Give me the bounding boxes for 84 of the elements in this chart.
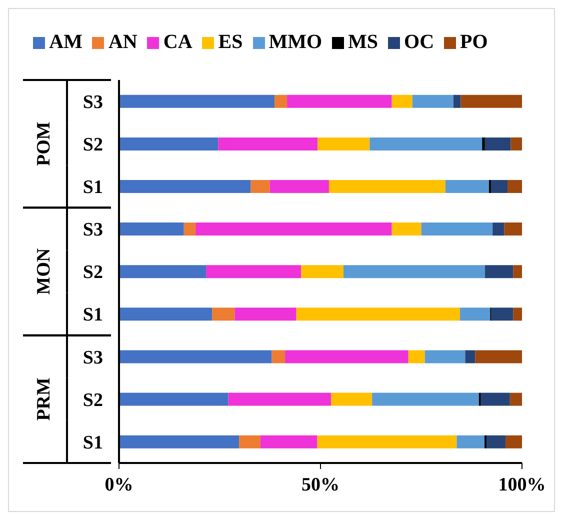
bar — [482, 137, 485, 150]
bar — [505, 435, 522, 448]
bar — [119, 308, 212, 321]
bar — [460, 308, 490, 321]
bar — [504, 222, 522, 236]
y-tick-label: S2 — [82, 262, 103, 284]
bar — [412, 94, 454, 108]
bar — [119, 350, 272, 364]
bar — [239, 435, 260, 448]
bar — [424, 350, 466, 364]
text: PRM — [34, 377, 55, 421]
bar — [206, 265, 302, 278]
bar — [491, 308, 514, 321]
bar — [119, 222, 184, 236]
y-tick-label: S2 — [82, 134, 103, 156]
bar — [465, 350, 476, 364]
bar — [480, 392, 510, 406]
bar — [228, 392, 331, 406]
y-tick-label: S1 — [82, 304, 103, 326]
bar — [490, 180, 508, 194]
y-tick-label: S1 — [82, 177, 103, 198]
bar — [301, 265, 344, 278]
legend-label: AN — [108, 31, 138, 53]
text: POM — [34, 122, 55, 166]
x-tick-label: 100% — [498, 474, 546, 496]
bar — [119, 137, 218, 150]
bar — [392, 94, 412, 108]
bar — [484, 137, 511, 150]
bar — [218, 137, 318, 150]
bar — [343, 265, 485, 278]
legend-label: MS — [348, 31, 378, 53]
bar — [184, 222, 196, 236]
bar — [507, 180, 522, 194]
bar — [510, 137, 522, 150]
bar — [486, 435, 506, 448]
bar — [274, 94, 288, 108]
y-tick-label: S3 — [82, 92, 103, 113]
bar — [287, 94, 392, 108]
bar — [119, 392, 228, 406]
x-tick-label: 0% — [104, 474, 134, 496]
bar — [250, 180, 270, 194]
text: MON — [34, 248, 55, 295]
bar — [272, 350, 286, 364]
bar — [372, 392, 479, 406]
bar — [196, 222, 392, 236]
y-tick-label: S3 — [82, 220, 103, 241]
bar — [392, 222, 422, 236]
bar — [408, 350, 425, 364]
legend-label: AM — [49, 31, 82, 53]
bar — [318, 137, 370, 150]
bar — [492, 222, 504, 236]
bar — [119, 180, 251, 194]
bar — [513, 265, 522, 278]
y-tick-label: S2 — [82, 390, 103, 411]
bar — [119, 435, 240, 448]
bar — [119, 265, 206, 278]
bar — [484, 265, 514, 278]
bar — [453, 94, 461, 108]
y-tick-label: S3 — [82, 347, 103, 368]
bar — [285, 350, 408, 364]
bar — [456, 435, 485, 448]
bar — [513, 308, 522, 321]
bar — [370, 137, 482, 150]
bar — [510, 392, 522, 406]
legend-label: PO — [460, 31, 488, 53]
bar — [234, 308, 296, 321]
bar — [317, 435, 457, 448]
legend-label: CA — [163, 31, 192, 53]
bar — [119, 94, 275, 108]
bar — [296, 308, 460, 321]
bar — [460, 94, 522, 108]
legend-label: ES — [218, 31, 243, 53]
bar — [328, 180, 446, 194]
x-tick-label: 50% — [302, 474, 340, 496]
bar — [270, 180, 329, 194]
bar — [260, 435, 318, 448]
bar — [445, 180, 489, 194]
bar — [475, 350, 522, 364]
legend-label: MMO — [268, 31, 322, 53]
bar — [330, 392, 372, 406]
y-tick-label: S1 — [82, 432, 103, 454]
bar — [212, 308, 235, 321]
bar — [421, 222, 493, 236]
legend-label: OC — [404, 31, 434, 53]
